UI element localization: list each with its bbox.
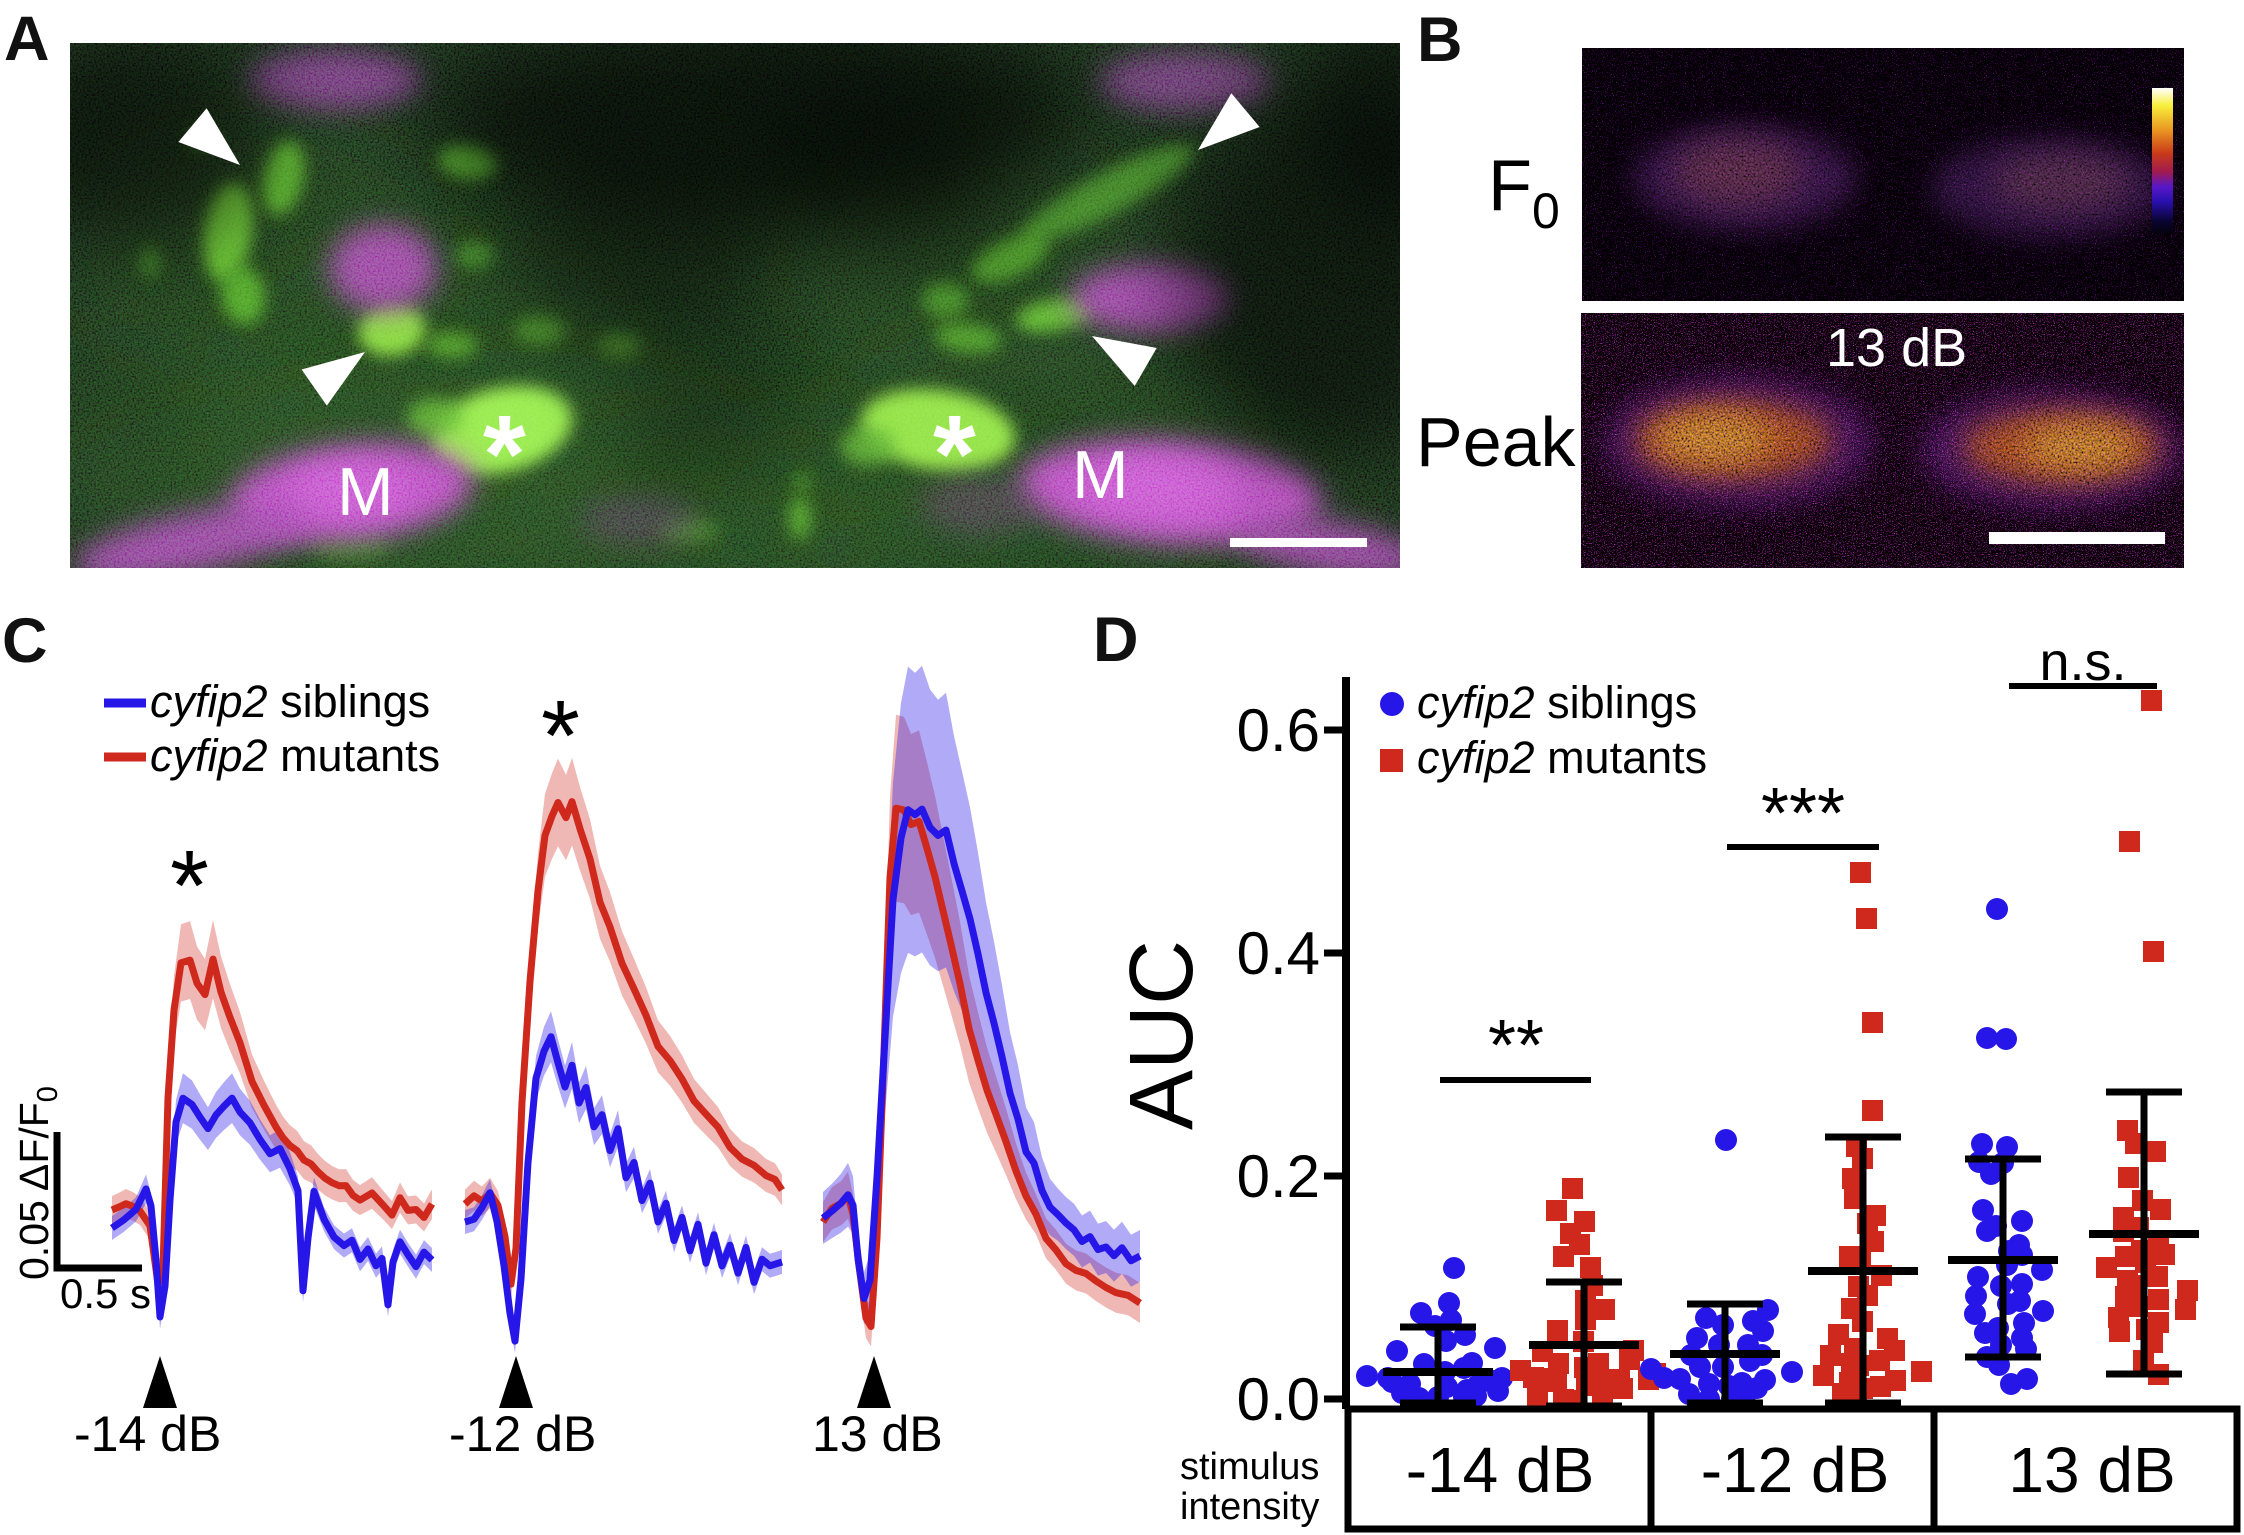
svg-text:0.05 ΔF/F0: 0.05 ΔF/F0 [11,1086,64,1280]
svg-text:cyfip2 siblings: cyfip2 siblings [1417,677,1697,728]
svg-text:*: * [170,830,209,942]
svg-text:cyfip2 siblings: cyfip2 siblings [150,676,430,727]
svg-text:*: * [541,680,580,792]
svg-text:Peak: Peak [1416,403,1577,481]
svg-text:*: * [933,393,976,516]
svg-text:13 dB: 13 dB [1826,318,1967,378]
svg-text:0.2: 0.2 [1237,1143,1320,1210]
svg-text:intensity: intensity [1180,1486,1319,1528]
svg-text:**: ** [1488,1006,1544,1086]
svg-text:stimulus: stimulus [1180,1446,1319,1488]
svg-text:13 dB: 13 dB [2008,1434,2175,1506]
svg-text:-14 dB: -14 dB [74,1406,221,1462]
svg-text:13 dB: 13 dB [812,1406,943,1462]
svg-text:cyfip2 mutants: cyfip2 mutants [1417,732,1707,783]
svg-text:M: M [1072,437,1129,513]
svg-text:A: A [4,4,50,74]
svg-text:D: D [1093,605,1139,675]
svg-text:*: * [483,393,526,516]
svg-text:-14 dB: -14 dB [1406,1434,1595,1506]
svg-text:-12 dB: -12 dB [449,1406,596,1462]
svg-text:AUC: AUC [1112,940,1212,1130]
svg-text:0.0: 0.0 [1237,1366,1320,1433]
svg-text:B: B [1417,5,1463,75]
svg-text:-12 dB: -12 dB [1701,1434,1890,1506]
svg-text:0.5 s: 0.5 s [60,1270,151,1317]
svg-text:***: *** [1761,774,1845,854]
svg-text:0.4: 0.4 [1237,920,1320,987]
svg-text:n.s.: n.s. [2039,632,2126,692]
svg-text:M: M [337,454,394,530]
svg-text:C: C [2,606,48,676]
svg-text:0.6: 0.6 [1237,697,1320,764]
svg-text:cyfip2 mutants: cyfip2 mutants [150,730,440,781]
